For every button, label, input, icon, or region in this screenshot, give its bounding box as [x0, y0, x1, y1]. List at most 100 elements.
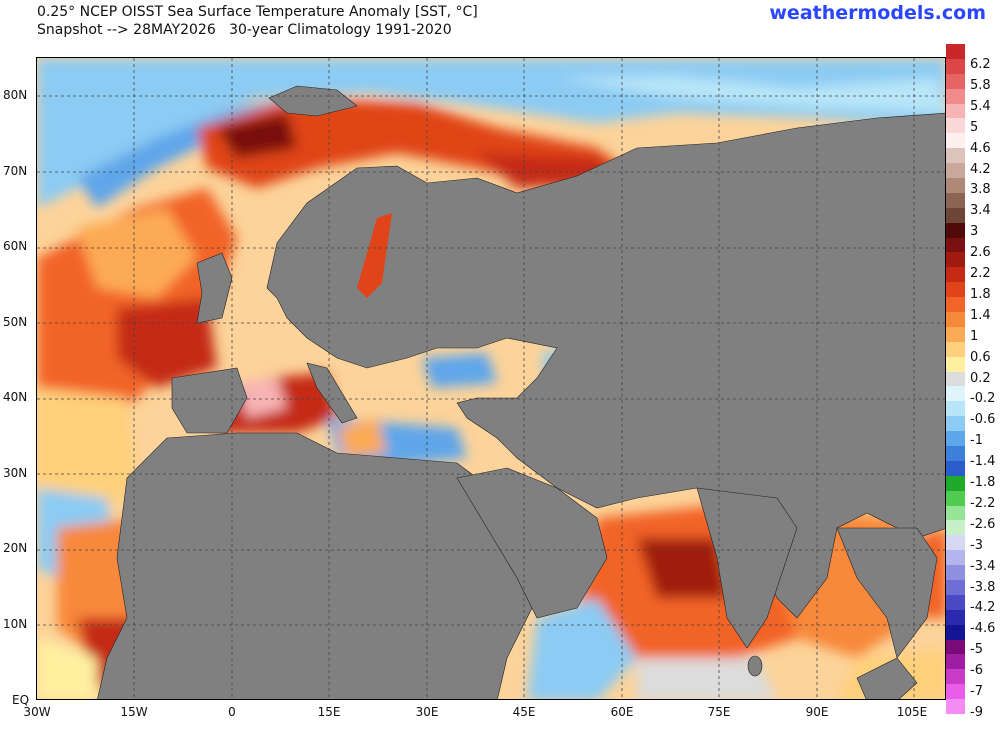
lon-label: 0: [228, 705, 236, 719]
colorbar-swatch: [946, 192, 965, 209]
colorbar-swatch: [946, 386, 965, 402]
lon-label: 60E: [610, 705, 634, 719]
colorbar-tick-label: -1: [970, 433, 983, 449]
lat-label: 80N: [3, 88, 28, 102]
colorbar-tick-label: -3: [970, 537, 983, 553]
colorbar-swatch: [946, 44, 965, 60]
colorbar-tick-label: 3.8: [970, 182, 991, 198]
colorbar-swatch: [946, 594, 965, 611]
colorbar-swatch: [946, 699, 965, 715]
lon-label: 75E: [707, 705, 731, 719]
lon-label: 45E: [512, 705, 536, 719]
colorbar-tick-label: -4.2: [970, 600, 996, 616]
colorbar-swatch: [946, 639, 965, 655]
graticule: [37, 58, 945, 699]
colorbar-tick-label: -0.6: [970, 412, 996, 428]
colorbar-tick-label: -2.6: [970, 516, 996, 532]
colorbar-swatch: [946, 103, 965, 119]
colorbar-swatch: [946, 624, 965, 641]
lon-label: 15E: [317, 705, 341, 719]
colorbar-swatch: [946, 431, 965, 447]
colorbar-swatch: [946, 312, 965, 328]
colorbar-tick-label: -2.2: [970, 495, 996, 511]
colorbar-tick-label: 6.2: [970, 57, 991, 72]
colorbar-swatch: [946, 178, 965, 194]
colorbar-swatch: [946, 297, 965, 313]
map-canvas: [37, 58, 945, 699]
colorbar-tick-label: -4.6: [970, 621, 996, 637]
colorbar-tick-label: 5: [970, 119, 979, 135]
colorbar-tick-label: 1: [970, 328, 979, 344]
colorbar-tick-label: -1.8: [970, 475, 996, 491]
colorbar-swatch: [946, 565, 965, 581]
brand-link[interactable]: weathermodels.com: [769, 2, 986, 24]
colorbar-swatch: [946, 207, 965, 224]
land-masses: [97, 85, 945, 699]
colorbar-tick-label: -3.8: [970, 579, 996, 595]
lon-label: 90E: [805, 705, 829, 719]
colorbar-tick-label: 1.4: [970, 307, 991, 323]
colorbar-swatch: [946, 88, 965, 105]
colorbar-swatch: [946, 460, 965, 477]
colorbar-swatch: [946, 654, 965, 670]
colorbar-tick-label: 3: [970, 224, 979, 240]
colorbar-swatch: [946, 267, 965, 283]
colorbar-swatch: [946, 490, 965, 507]
colorbar-swatch: [946, 371, 965, 387]
lon-label: 30E: [415, 705, 439, 719]
colorbar-swatch: [946, 446, 965, 462]
colorbar-tick-label: 3.4: [970, 203, 991, 219]
colorbar-tick-label: -6: [970, 663, 983, 679]
colorbar-tick-label: -3.4: [970, 558, 996, 574]
lat-label: EQ: [12, 693, 30, 707]
lat-label: 50N: [3, 315, 28, 329]
colorbar-swatch: [946, 505, 965, 521]
lon-label: 105E: [896, 705, 928, 719]
colorbar-swatch: [946, 401, 965, 417]
colorbar-tick-label: 4.6: [970, 140, 991, 156]
colorbar-tick-label: 2.6: [970, 245, 991, 261]
lat-label: 60N: [3, 239, 28, 253]
lat-label: 70N: [3, 164, 28, 178]
colorbar-swatch: [946, 580, 965, 596]
colorbar-swatch: [946, 684, 965, 700]
title-line-1: 0.25° NCEP OISST Sea Surface Temperature…: [37, 4, 478, 20]
sst-anomaly-map: [36, 57, 946, 700]
colorbar-tick-label: -0.2: [970, 391, 996, 407]
colorbar-swatch: [946, 416, 965, 432]
colorbar-swatch: [946, 282, 965, 298]
colorbar-tick-label: 4.2: [970, 161, 991, 177]
chart-title: 0.25° NCEP OISST Sea Surface Temperature…: [37, 3, 478, 39]
lat-label: 10N: [3, 617, 28, 631]
colorbar-tick-label: 1.8: [970, 286, 991, 302]
colorbar-tick-label: -9: [970, 705, 983, 720]
colorbar-tick-label: 0.2: [970, 370, 991, 386]
colorbar-swatch: [946, 222, 965, 239]
lat-label: 40N: [3, 390, 28, 404]
colorbar-tick-label: 2.2: [970, 266, 991, 282]
colorbar-swatch: [946, 148, 965, 164]
colorbar-tick-label: -7: [970, 684, 983, 700]
colorbar-swatch: [946, 133, 965, 149]
colorbar-swatch: [946, 475, 965, 492]
colorbar-tick-label: 5.8: [970, 77, 991, 93]
title-line-2: Snapshot --> 28MAY2026 30-year Climatolo…: [37, 22, 452, 38]
lat-label: 20N: [3, 541, 28, 555]
colorbar-swatch: [946, 163, 965, 179]
colorbar-tick-label: -1.4: [970, 454, 996, 470]
colorbar: [946, 44, 965, 715]
colorbar-swatch: [946, 341, 965, 358]
colorbar-tick-label: -5: [970, 642, 983, 658]
colorbar-swatch: [946, 520, 965, 536]
colorbar-swatch: [946, 58, 965, 75]
colorbar-swatch: [946, 609, 965, 626]
colorbar-swatch: [946, 252, 965, 268]
colorbar-swatch: [946, 73, 965, 90]
colorbar-tick-label: 5.4: [970, 98, 991, 114]
colorbar-swatch: [946, 356, 965, 373]
colorbar-swatch: [946, 237, 965, 253]
colorbar-swatch: [946, 669, 965, 685]
lat-label: 30N: [3, 466, 28, 480]
colorbar-swatch: [946, 550, 965, 566]
lon-label: 30W: [23, 705, 51, 719]
